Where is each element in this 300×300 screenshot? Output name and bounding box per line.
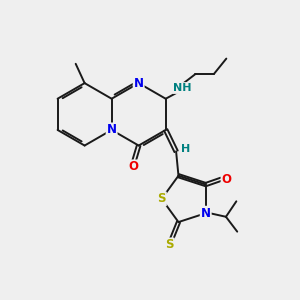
- Text: N: N: [134, 76, 144, 90]
- Text: S: S: [165, 238, 174, 251]
- Text: O: O: [221, 173, 232, 186]
- Text: S: S: [158, 192, 166, 206]
- Text: N: N: [106, 123, 117, 136]
- Text: H: H: [181, 144, 190, 154]
- Text: O: O: [128, 160, 138, 173]
- Text: N: N: [201, 207, 211, 220]
- Text: NH: NH: [173, 83, 192, 93]
